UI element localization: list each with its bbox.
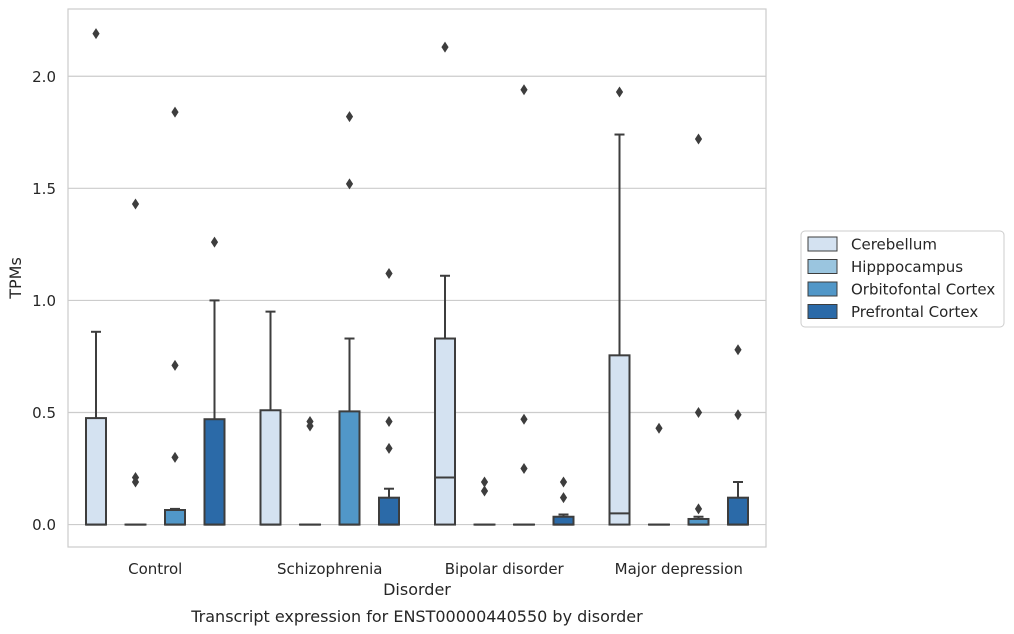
x-tick-labels: Control Schizophrenia Bipolar disorder Majo… (128, 560, 743, 578)
plot-area-frame (67, 8, 767, 548)
outlier-marker (655, 422, 663, 434)
outlier-marker (694, 503, 703, 515)
box-cerebellum (434, 274, 456, 526)
outlier-marker (345, 111, 354, 123)
box-orbitofontal-cortex (338, 337, 361, 526)
x-tick-label: Bipolar disorder (445, 560, 565, 578)
legend-label: Orbitofontal Cortex (851, 281, 995, 299)
box-body (552, 515, 575, 526)
y-axis-label: TPMs (6, 257, 25, 300)
legend-swatch (807, 236, 838, 252)
box-body (203, 418, 226, 526)
y-tick-labels: 0.0 0.5 1.0 1.5 2.0 (32, 68, 56, 534)
x-axis-label: Disorder (383, 580, 451, 599)
outlier-marker (480, 485, 489, 497)
box-body (164, 509, 186, 526)
outlier-marker (92, 28, 100, 40)
legend-swatch (807, 259, 838, 274)
box-prefrontal-cortex (378, 487, 400, 526)
outlier-marker (520, 84, 528, 96)
legend-swatch (807, 281, 838, 297)
outlier-marker (734, 344, 742, 356)
box-body (338, 410, 361, 526)
outlier-marker (559, 476, 568, 488)
outlier-marker (734, 409, 742, 421)
outlier-marker (306, 420, 314, 432)
box-body (378, 496, 400, 526)
box-prefrontal-cortex (727, 480, 749, 526)
legend-swatch (807, 304, 838, 319)
box-orbitofontal-cortex (687, 515, 710, 526)
legend: Cerebellum Hipppocampus Orbitofontal Corte… (800, 230, 1005, 328)
outlier-marker (385, 442, 393, 454)
box-cerebellum (85, 330, 107, 526)
box-body (727, 496, 749, 526)
outlier-marker (171, 359, 179, 371)
legend-frame (800, 230, 1005, 328)
x-tick-label: Major depression (615, 560, 743, 578)
box-cerebellum (608, 133, 631, 526)
outlier-marker (171, 106, 179, 118)
chart-caption: Transcript expression for ENST0000044055… (190, 607, 643, 626)
y-tick-label: 1.0 (32, 292, 56, 310)
legend-label: Hipppocampus (851, 258, 963, 276)
outlier-marker (345, 178, 354, 190)
outlier-marker (385, 268, 393, 280)
box-prefrontal-cortex (203, 299, 226, 526)
outlier-markers (92, 28, 742, 515)
outlier-marker (131, 476, 140, 488)
box-body (608, 354, 631, 526)
outlier-marker (520, 413, 528, 425)
outlier-marker (694, 407, 703, 418)
y-tick-label: 1.5 (32, 180, 56, 198)
box-cerebellum (259, 310, 282, 526)
outlier-marker (385, 415, 393, 427)
legend-label: Cerebellum (851, 236, 937, 254)
outlier-marker (171, 451, 179, 463)
box-body (85, 417, 107, 526)
box-prefrontal-cortex (552, 513, 575, 526)
outlier-marker (520, 463, 528, 475)
x-tick-label: Control (128, 560, 182, 578)
y-tick-label: 2.0 (32, 68, 56, 86)
outlier-marker (441, 41, 449, 53)
outlier-marker (615, 86, 624, 98)
x-tick-label: Schizophrenia (277, 560, 382, 578)
y-tick-label: 0.5 (32, 404, 56, 422)
y-tick-label: 0.0 (32, 516, 56, 534)
outlier-marker (480, 476, 489, 488)
outlier-marker (210, 236, 219, 248)
legend-label: Prefrontal Cortex (851, 303, 978, 321)
box-orbitofontal-cortex (164, 507, 186, 526)
box-body (259, 409, 282, 526)
boxes (85, 133, 749, 526)
outlier-marker (694, 133, 703, 145)
box-body (434, 337, 456, 526)
legend-items: Cerebellum Hipppocampus Orbitofontal Corte… (807, 236, 995, 321)
outlier-marker (131, 198, 140, 210)
outlier-marker (559, 492, 568, 504)
